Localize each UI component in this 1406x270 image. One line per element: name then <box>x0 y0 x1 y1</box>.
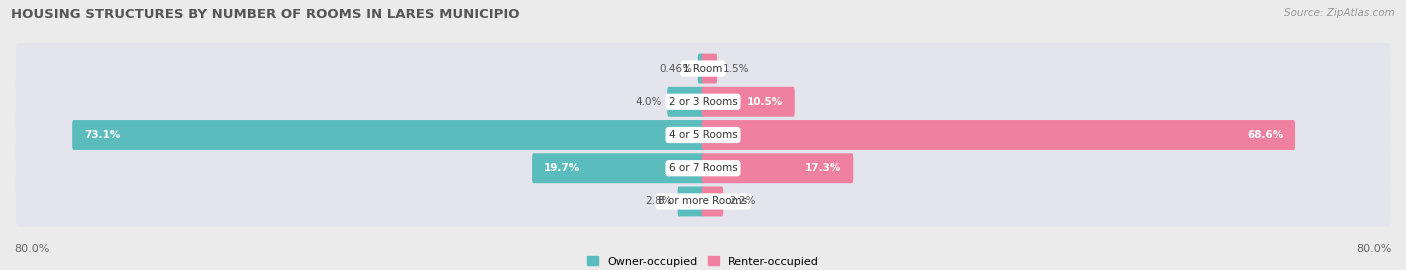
Text: 1 Room: 1 Room <box>683 63 723 73</box>
FancyBboxPatch shape <box>702 87 794 117</box>
Text: HOUSING STRUCTURES BY NUMBER OF ROOMS IN LARES MUNICIPIO: HOUSING STRUCTURES BY NUMBER OF ROOMS IN… <box>11 8 520 21</box>
Text: 1.5%: 1.5% <box>723 63 749 73</box>
Text: 2 or 3 Rooms: 2 or 3 Rooms <box>669 97 737 107</box>
FancyBboxPatch shape <box>15 110 1391 160</box>
Text: 17.3%: 17.3% <box>806 163 842 173</box>
Text: 8 or more Rooms: 8 or more Rooms <box>658 197 748 207</box>
FancyBboxPatch shape <box>15 43 1391 94</box>
Text: 0.46%: 0.46% <box>659 63 692 73</box>
FancyBboxPatch shape <box>702 120 1295 150</box>
Legend: Owner-occupied, Renter-occupied: Owner-occupied, Renter-occupied <box>582 252 824 270</box>
Text: 4.0%: 4.0% <box>636 97 662 107</box>
Text: 73.1%: 73.1% <box>84 130 120 140</box>
Text: 6 or 7 Rooms: 6 or 7 Rooms <box>669 163 737 173</box>
Text: 2.8%: 2.8% <box>645 197 672 207</box>
FancyBboxPatch shape <box>15 143 1391 194</box>
Text: 4 or 5 Rooms: 4 or 5 Rooms <box>669 130 737 140</box>
FancyBboxPatch shape <box>702 53 717 83</box>
FancyBboxPatch shape <box>15 176 1391 227</box>
FancyBboxPatch shape <box>668 87 704 117</box>
FancyBboxPatch shape <box>531 153 704 183</box>
Text: 2.2%: 2.2% <box>728 197 755 207</box>
FancyBboxPatch shape <box>702 153 853 183</box>
Text: 80.0%: 80.0% <box>14 244 49 254</box>
Text: Source: ZipAtlas.com: Source: ZipAtlas.com <box>1284 8 1395 18</box>
FancyBboxPatch shape <box>702 187 723 217</box>
Text: 10.5%: 10.5% <box>747 97 783 107</box>
FancyBboxPatch shape <box>697 53 704 83</box>
Text: 80.0%: 80.0% <box>1357 244 1392 254</box>
FancyBboxPatch shape <box>72 120 704 150</box>
FancyBboxPatch shape <box>678 187 704 217</box>
FancyBboxPatch shape <box>15 76 1391 127</box>
Text: 68.6%: 68.6% <box>1247 130 1284 140</box>
Text: 19.7%: 19.7% <box>544 163 579 173</box>
